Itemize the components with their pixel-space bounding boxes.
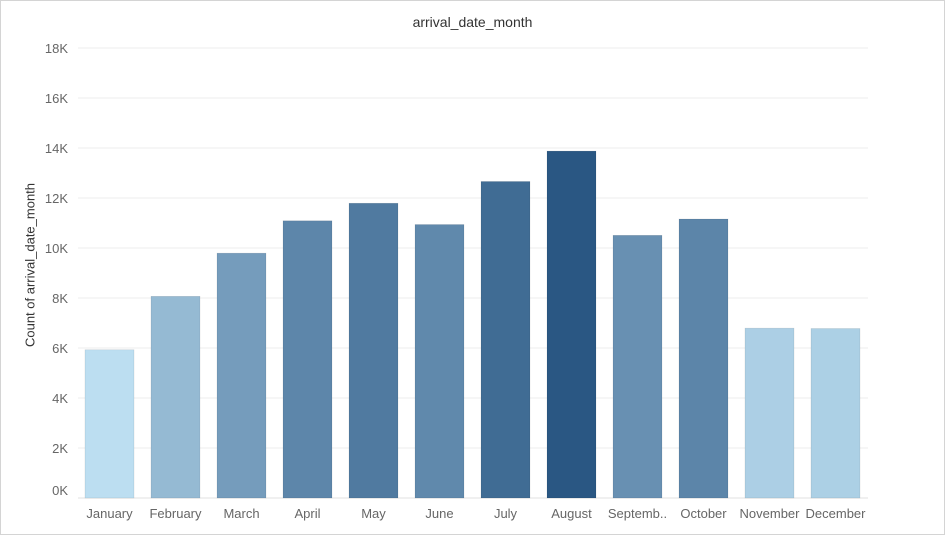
y-tick-label: 12K	[45, 191, 68, 206]
x-axis-ticks: January February March April May June July Augu…	[86, 506, 866, 521]
bar-december[interactable]	[810, 328, 861, 499]
x-tick-label: July	[494, 506, 518, 521]
x-tick-label: October	[680, 506, 727, 521]
y-tick-label: 18K	[45, 41, 68, 56]
bar-october[interactable]	[678, 218, 729, 499]
x-tick-label: November	[740, 506, 801, 521]
x-tick-label: March	[223, 506, 259, 521]
bar-march[interactable]	[216, 252, 267, 499]
y-tick-label: 6K	[52, 341, 68, 356]
x-tick-label: April	[294, 506, 320, 521]
chart-title: arrival_date_month	[412, 14, 533, 30]
bar-february[interactable]	[150, 295, 201, 499]
bar-june[interactable]	[414, 224, 465, 499]
y-axis-ticks: 0K 2K 4K 6K 8K 10K 12K 14K 16K 18K	[45, 41, 68, 498]
x-tick-label: January	[86, 506, 133, 521]
bar-january[interactable]	[84, 349, 135, 499]
y-tick-label: 14K	[45, 141, 68, 156]
x-tick-label: May	[361, 506, 386, 521]
x-tick-label: August	[551, 506, 592, 521]
x-tick-label: Septemb..	[608, 506, 667, 521]
gridlines	[78, 47, 868, 499]
x-tick-label: June	[425, 506, 453, 521]
bar-may[interactable]	[348, 202, 399, 499]
y-tick-label: 0K	[52, 483, 68, 498]
bar-august[interactable]	[546, 150, 597, 499]
bar-july[interactable]	[480, 181, 531, 499]
y-tick-label: 8K	[52, 291, 68, 306]
bars	[84, 150, 861, 499]
bar-november[interactable]	[744, 327, 795, 499]
bar-septemb[interactable]	[612, 235, 663, 499]
y-tick-label: 4K	[52, 391, 68, 406]
y-tick-label: 2K	[52, 441, 68, 456]
y-tick-label: 10K	[45, 241, 68, 256]
bar-april[interactable]	[282, 220, 333, 499]
x-tick-label: December	[806, 506, 867, 521]
x-tick-label: February	[149, 506, 202, 521]
y-tick-label: 16K	[45, 91, 68, 106]
